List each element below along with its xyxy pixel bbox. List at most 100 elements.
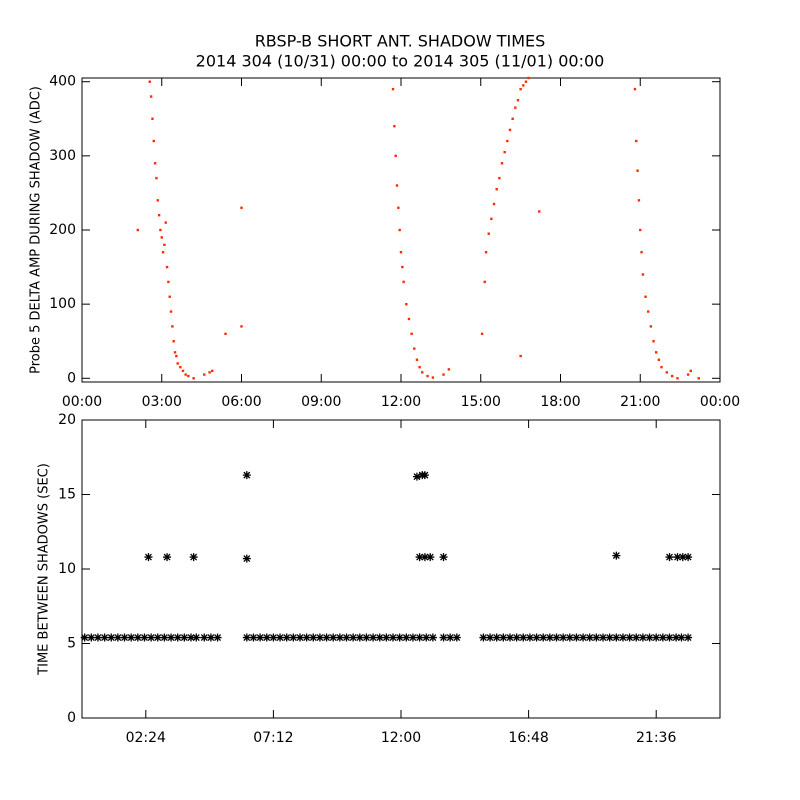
point	[500, 162, 504, 165]
x-tick-label: 07:12	[253, 730, 293, 746]
point	[635, 139, 638, 143]
x-tick-label: 03:00	[142, 394, 182, 410]
point	[100, 633, 109, 642]
point	[505, 633, 514, 642]
point	[684, 633, 693, 642]
point	[483, 280, 486, 284]
point	[539, 633, 548, 642]
point	[144, 553, 153, 562]
point	[673, 553, 682, 562]
point	[401, 265, 404, 269]
point	[169, 310, 173, 313]
point	[420, 553, 429, 562]
point	[389, 633, 398, 642]
point	[172, 340, 175, 343]
y-tick-label: 0	[67, 710, 76, 726]
point	[421, 371, 424, 374]
point	[420, 471, 429, 480]
point	[415, 553, 424, 562]
point	[302, 633, 311, 642]
point	[527, 76, 530, 80]
point	[639, 228, 642, 232]
plot-frame	[81, 77, 721, 383]
point	[660, 365, 663, 369]
point	[289, 633, 298, 642]
point	[426, 553, 435, 562]
point	[519, 633, 528, 642]
point	[670, 374, 674, 378]
point	[637, 199, 641, 202]
point	[492, 633, 501, 642]
point	[397, 206, 400, 209]
point	[262, 633, 271, 642]
point	[405, 302, 408, 306]
point	[242, 633, 251, 642]
y-axis-label: Probe 5 DELTA AMP DURING SHADOW (ADC)	[29, 86, 44, 374]
x-tick-label: 21:00	[620, 394, 660, 410]
point	[644, 295, 647, 298]
point	[240, 206, 243, 209]
point	[256, 633, 265, 642]
point	[612, 633, 621, 642]
point	[153, 633, 162, 642]
point	[163, 553, 172, 562]
point	[649, 325, 653, 328]
point	[362, 633, 371, 642]
point	[156, 199, 159, 202]
x-tick-label: 18:00	[540, 394, 580, 410]
point	[618, 633, 627, 642]
chart-subtitle: 2014 304 (10/31) 00:00 to 2014 305 (11/0…	[196, 52, 605, 71]
point	[153, 162, 157, 165]
point	[206, 633, 215, 642]
point	[149, 95, 153, 98]
point	[167, 280, 170, 284]
point	[638, 633, 647, 642]
point	[677, 633, 686, 642]
point	[369, 633, 378, 642]
point	[349, 633, 358, 642]
point	[572, 633, 581, 642]
point	[645, 633, 654, 642]
x-tick-label: 21:36	[636, 730, 676, 746]
point	[665, 553, 674, 562]
point	[439, 553, 448, 562]
point	[684, 553, 693, 562]
point	[189, 553, 198, 562]
point	[113, 633, 122, 642]
point	[519, 87, 522, 91]
point	[398, 228, 401, 232]
point	[516, 99, 520, 102]
point	[592, 633, 601, 642]
point	[136, 228, 140, 232]
point	[479, 633, 488, 642]
point	[173, 633, 182, 642]
point	[508, 128, 512, 132]
point	[538, 210, 541, 213]
point	[200, 633, 209, 642]
point	[565, 633, 574, 642]
point	[107, 633, 116, 642]
point	[192, 377, 195, 380]
point	[532, 633, 541, 642]
point	[633, 87, 637, 91]
point	[335, 633, 344, 642]
point	[140, 633, 149, 642]
point	[641, 273, 645, 276]
point	[605, 633, 614, 642]
x-tick-label: 00:00	[700, 394, 740, 410]
point	[171, 325, 174, 328]
point	[652, 633, 661, 642]
point	[391, 87, 395, 91]
point	[402, 633, 411, 642]
point	[322, 633, 331, 642]
point	[413, 347, 416, 350]
point	[375, 633, 384, 642]
point	[525, 633, 534, 642]
point	[676, 377, 679, 380]
point	[184, 373, 187, 376]
point	[276, 633, 285, 642]
point	[655, 351, 658, 354]
point	[151, 117, 154, 120]
y-tick-label: 0	[67, 370, 76, 386]
